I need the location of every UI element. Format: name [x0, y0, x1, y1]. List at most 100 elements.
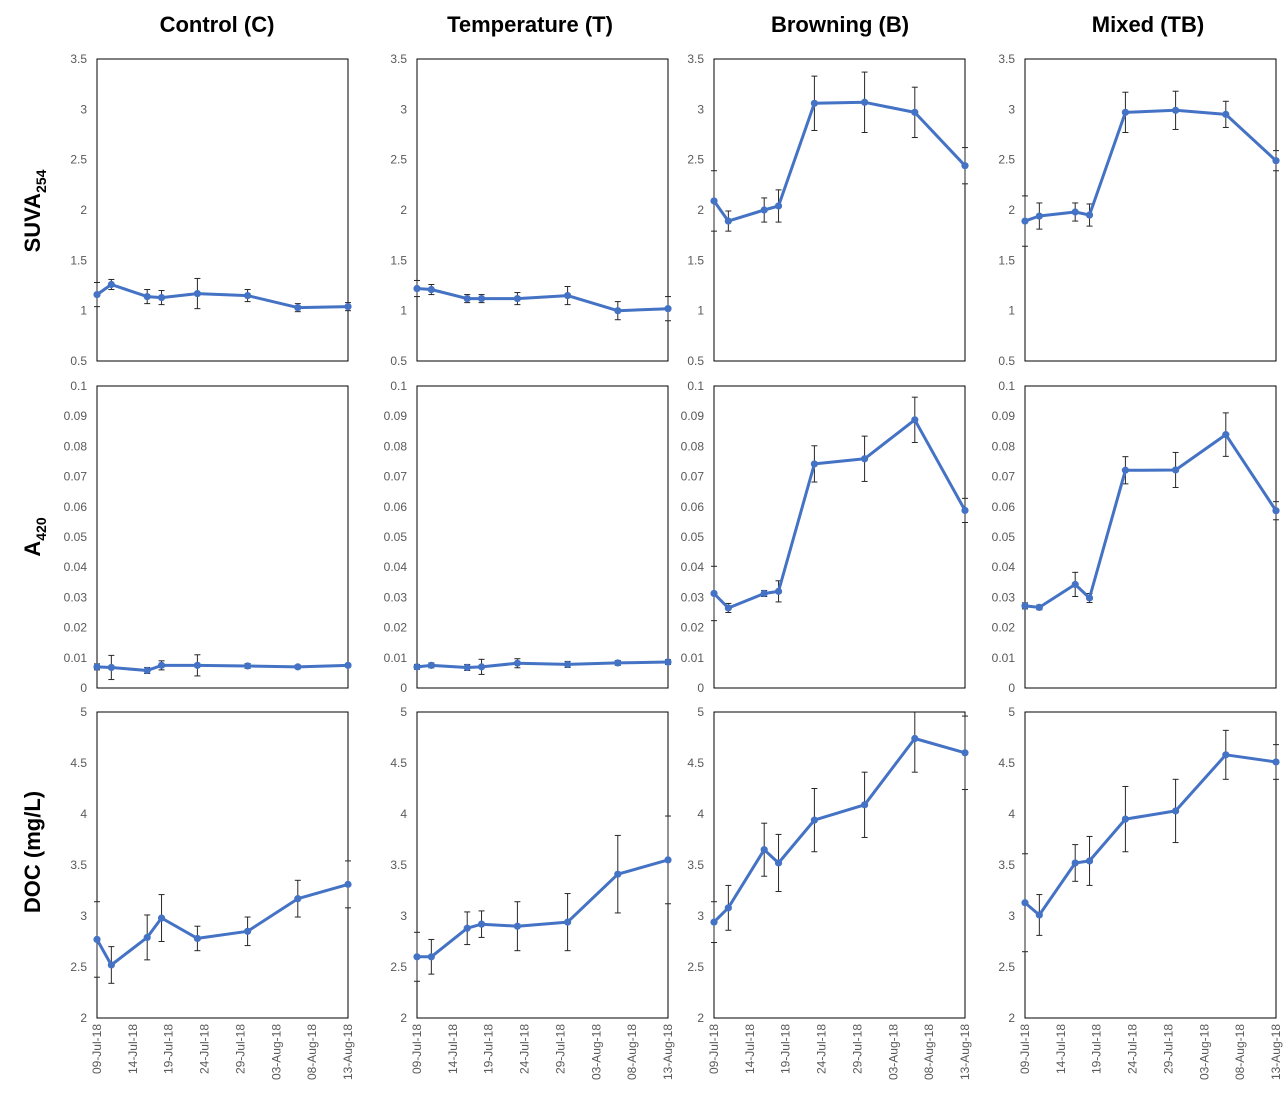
- y-tick-label: 0.5: [70, 354, 87, 368]
- row-titles: SUVA254 A420 DOC (mg/L): [20, 169, 49, 913]
- data-point: [1035, 212, 1043, 220]
- y-tick-label: 0: [697, 681, 704, 695]
- y-tick-label: 4.5: [390, 756, 407, 770]
- y-tick-label: 4.5: [998, 756, 1015, 770]
- y-tick-label: 2: [697, 1011, 704, 1025]
- data-point: [107, 961, 115, 969]
- data-point: [294, 304, 302, 312]
- x-tick-label: 13-Aug-18: [958, 1024, 972, 1080]
- x-tick-label: 24-Jul-18: [815, 1024, 829, 1074]
- x-tick-label: 14-Jul-18: [126, 1024, 140, 1074]
- y-tick-label: 0.08: [681, 439, 705, 453]
- data-point: [724, 604, 732, 612]
- data-point: [614, 870, 622, 878]
- y-tick-label: 3: [80, 102, 87, 116]
- y-tick-label: 2.5: [998, 153, 1015, 167]
- chart-panel-4: 0 0.01 0.02 0.03 0.04 0.05 0.06 0.07 0.08 0.09 0.1: [64, 379, 352, 695]
- y-tick-label: 0.07: [64, 470, 88, 484]
- y-tick-label: 0.06: [384, 500, 408, 514]
- data-point: [911, 734, 919, 743]
- y-tick-label: 4.5: [687, 756, 704, 770]
- y-tick-label: 0.02: [384, 621, 408, 635]
- y-tick-label: 1.5: [998, 253, 1015, 267]
- y-tick-label: 3.5: [998, 858, 1015, 872]
- plot-area: [416, 385, 669, 689]
- data-point: [1071, 859, 1079, 867]
- data-point: [1222, 431, 1230, 439]
- data-point: [294, 663, 302, 671]
- y-tick-label: 0.06: [64, 500, 88, 514]
- data-point: [861, 98, 869, 106]
- row-title-a420-sub: 420: [33, 517, 49, 541]
- plot-area: [713, 385, 966, 689]
- y-tick-label: 4: [697, 807, 704, 821]
- data-point: [774, 202, 783, 210]
- data-point: [961, 506, 969, 515]
- y-tick-label: 4.5: [70, 756, 87, 770]
- y-tick-label: 0.5: [687, 354, 704, 368]
- row-title-doc: DOC (mg/L): [20, 791, 45, 913]
- y-tick-label: 2.5: [390, 960, 407, 974]
- plot-area: [713, 58, 966, 362]
- data-point: [710, 918, 718, 926]
- y-tick-label: 3.5: [687, 52, 704, 66]
- row-title-suva-main: SUVA: [20, 193, 45, 253]
- y-tick-label: 0.02: [992, 621, 1016, 635]
- data-point: [1272, 758, 1280, 766]
- y-tick-label: 2.5: [390, 153, 407, 167]
- data-point: [1222, 110, 1230, 118]
- column-title-temperature: Temperature (T): [447, 12, 613, 37]
- x-tick-label: 08-Aug-18: [305, 1024, 319, 1080]
- chart-panel-2: 0.5 1 1.5 2 2.5 3 3.5: [687, 52, 969, 368]
- data-point: [1272, 507, 1280, 515]
- data-point: [710, 197, 718, 205]
- y-tick-label: 0.08: [992, 439, 1016, 453]
- y-tick-label: 0.08: [384, 439, 408, 453]
- data-point: [564, 291, 572, 300]
- series-line: [417, 858, 669, 959]
- x-tick-label: 03-Aug-18: [1197, 1024, 1211, 1080]
- x-tick-label: 24-Jul-18: [518, 1024, 532, 1074]
- y-tick-label: 0.07: [681, 470, 705, 484]
- data-point: [427, 285, 435, 294]
- data-point: [344, 661, 352, 669]
- data-point: [774, 859, 783, 867]
- data-point: [1272, 157, 1280, 165]
- series-line: [416, 660, 669, 669]
- plot-area: [1024, 711, 1277, 1019]
- data-point: [861, 801, 869, 809]
- y-tick-label: 0.08: [64, 439, 88, 453]
- data-point: [614, 659, 622, 667]
- y-tick-label: 3: [697, 102, 704, 116]
- data-point: [1071, 580, 1079, 589]
- data-point: [1172, 466, 1180, 474]
- y-tick-label: 0.03: [681, 590, 705, 604]
- chart-panel-11: 2 2.5 3 3.5 4 4.5 5 09-Jul-18 14-Jul-18 19-Jul-18…: [998, 705, 1283, 1080]
- y-tick-label: 4: [80, 807, 87, 821]
- y-tick-label: 3.5: [687, 858, 704, 872]
- data-point: [157, 661, 166, 669]
- x-tick-label: 08-Aug-18: [625, 1024, 639, 1080]
- y-tick-label: 0: [400, 681, 407, 695]
- x-tick-label: 13-Aug-18: [661, 1024, 675, 1080]
- data-point: [1021, 217, 1029, 225]
- y-tick-label: 3: [1008, 102, 1015, 116]
- data-point: [810, 816, 819, 824]
- data-point: [911, 416, 919, 424]
- y-tick-label: 1: [80, 304, 87, 318]
- data-point: [413, 663, 421, 671]
- y-tick-label: 0.01: [681, 651, 705, 665]
- chart-panel-8: 2 2.5 3 3.5 4 4.5 5 09-Jul-18 14-Jul-18 19-Jul-18…: [70, 705, 355, 1080]
- y-tick-label: 3.5: [70, 52, 87, 66]
- y-tick-label: 0.01: [384, 651, 408, 665]
- plot-area: [96, 58, 349, 362]
- data-point: [244, 291, 252, 300]
- data-point: [344, 303, 352, 311]
- column-title-browning: Browning (B): [771, 12, 909, 37]
- y-tick-label: 5: [697, 705, 704, 719]
- y-tick-label: 1: [1008, 304, 1015, 318]
- y-tick-label: 2.5: [687, 153, 704, 167]
- y-tick-label: 1.5: [70, 253, 87, 267]
- data-point: [710, 589, 718, 598]
- x-tick-label: 29-Jul-18: [233, 1024, 247, 1074]
